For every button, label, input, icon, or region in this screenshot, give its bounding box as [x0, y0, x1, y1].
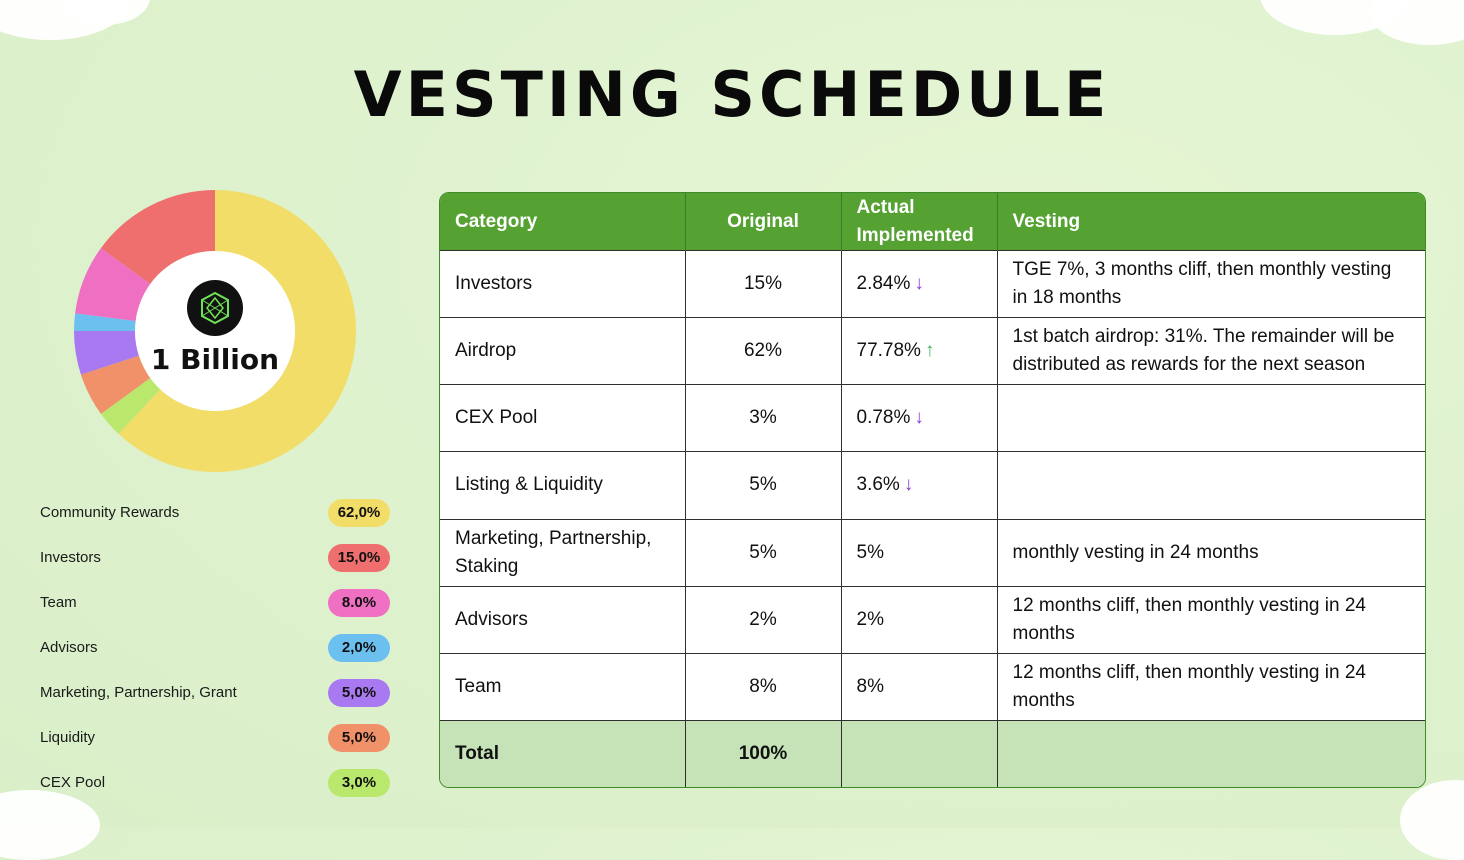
- page-title: VESTING SCHEDULE: [353, 58, 1111, 131]
- cell-original: 5%: [685, 451, 842, 519]
- column-header-original: Original: [685, 193, 842, 251]
- cell-actual: 2%: [841, 585, 998, 654]
- total-supply-label: 1 Billion: [150, 343, 280, 376]
- cell-original: 8%: [685, 652, 842, 721]
- donut-slice-team: [75, 248, 151, 321]
- table-total-row: Total 100%: [440, 719, 1425, 787]
- table-row: Investors 15% 2.84% ↓ TGE 7%, 3 months cliff…: [440, 249, 1425, 318]
- table-row: Team 8% 8% 12 months cliff, then monthly ve…: [440, 652, 1425, 721]
- cell-vesting: TGE 7%, 3 months cliff, then monthly ves…: [997, 249, 1425, 318]
- cell-actual: 2.84% ↓: [841, 249, 998, 318]
- legend-label: Advisors: [40, 639, 98, 656]
- legend-value-badge: 5,0%: [328, 678, 390, 707]
- total-label: Total: [440, 719, 686, 787]
- actual-value: 3.6%: [856, 474, 900, 496]
- cell-vesting: 12 months cliff, then monthly vesting in…: [997, 585, 1425, 654]
- legend-item: Advisors 2,0%: [40, 625, 390, 670]
- legend-value-badge: 5,0%: [328, 723, 390, 752]
- legend-label: Investors: [40, 549, 101, 566]
- legend-item: CEX Pool 3,0%: [40, 760, 390, 805]
- table-row: Airdrop 62% 77.78% ↑ 1st batch airdrop: 31%.…: [440, 317, 1425, 385]
- legend-value-badge: 8.0%: [328, 588, 390, 617]
- legend-label: CEX Pool: [40, 774, 106, 791]
- cell-vesting: 12 months cliff, then monthly vesting in…: [997, 652, 1425, 721]
- vesting-table: Category Original Actual Implemented Ves…: [439, 192, 1426, 788]
- cloud-decoration: [1400, 780, 1464, 860]
- cell-original: 15%: [685, 249, 842, 318]
- actual-value: 77.78%: [856, 340, 921, 362]
- legend-value-badge: 62,0%: [328, 498, 390, 527]
- legend-item: Liquidity 5,0%: [40, 715, 390, 760]
- cell-category: CEX Pool: [440, 384, 686, 452]
- donut-slice-cex-pool: [100, 378, 161, 434]
- legend-item: Investors 15,0%: [40, 535, 390, 580]
- actual-value: 5%: [856, 541, 884, 563]
- donut-slice-investors: [100, 190, 215, 284]
- total-original: 100%: [685, 719, 842, 787]
- legend-label: Team: [40, 594, 77, 611]
- cell-category: Team: [440, 652, 686, 721]
- total-actual: [841, 719, 998, 787]
- cell-original: 5%: [685, 518, 842, 587]
- cloud-decoration: [1370, 0, 1464, 45]
- cell-actual: 77.78% ↑: [841, 317, 998, 385]
- cell-vesting: monthly vesting in 24 months: [997, 518, 1425, 587]
- legend-label: Community Rewards: [40, 504, 180, 521]
- total-vesting: [997, 719, 1425, 787]
- cell-original: 3%: [685, 384, 842, 452]
- cell-category: Listing & Liquidity: [440, 451, 686, 519]
- cell-original: 62%: [685, 317, 842, 385]
- cell-vesting: [997, 384, 1425, 452]
- cell-category: Marketing, Partnership, Staking: [440, 518, 686, 587]
- actual-value: 2%: [856, 608, 884, 630]
- legend-value-badge: 3,0%: [328, 768, 390, 797]
- arrow-down-icon: ↓: [914, 273, 924, 295]
- cell-category: Airdrop: [440, 317, 686, 385]
- legend-item: Marketing, Partnership, Grant 5,0%: [40, 670, 390, 715]
- cell-actual: 0.78% ↓: [841, 384, 998, 452]
- arrow-down-icon: ↓: [903, 474, 914, 496]
- arrow-up-icon: ↑: [924, 340, 935, 362]
- donut-slice-community-rewards: [118, 190, 356, 472]
- cell-actual: 8%: [841, 652, 998, 721]
- table-header-row: Category Original Actual Implemented Ves…: [440, 193, 1425, 251]
- table-row: CEX Pool 3% 0.78% ↓: [440, 384, 1425, 452]
- column-header-actual: Actual Implemented: [841, 193, 998, 251]
- cell-original: 2%: [685, 585, 842, 654]
- cell-category: Investors: [440, 249, 686, 318]
- cell-actual: 5%: [841, 518, 998, 587]
- legend-value-badge: 2,0%: [328, 633, 390, 662]
- cell-category: Advisors: [440, 585, 686, 654]
- legend-value-badge: 15,0%: [328, 543, 390, 572]
- legend-item: Team 8.0%: [40, 580, 390, 625]
- cell-vesting: [997, 451, 1425, 519]
- legend-label: Liquidity: [40, 729, 96, 746]
- actual-value: 8%: [856, 675, 884, 697]
- token-logo-icon: [187, 280, 243, 336]
- legend-label: Marketing, Partnership, Grant: [40, 684, 237, 701]
- table-row: Marketing, Partnership, Staking 5% 5% month…: [440, 518, 1425, 587]
- donut-slice-advisors: [74, 313, 136, 331]
- arrow-down-icon: ↓: [914, 407, 924, 429]
- cell-vesting: 1st batch airdrop: 31%. The remainder wi…: [997, 317, 1425, 385]
- actual-value: 2.84%: [856, 273, 911, 295]
- table-row: Listing & Liquidity 5% 3.6% ↓: [440, 451, 1425, 519]
- actual-value: 0.78%: [856, 407, 911, 429]
- column-header-vesting: Vesting: [997, 193, 1425, 251]
- chart-legend: Community Rewards 62,0% Investors 15,0% Team…: [40, 490, 390, 805]
- legend-item: Community Rewards 62,0%: [40, 490, 390, 535]
- column-header-category: Category: [440, 193, 686, 251]
- table-row: Advisors 2% 2% 12 months cliff, then monthl…: [440, 585, 1425, 654]
- donut-slice-liquidity: [80, 355, 151, 414]
- donut-slice-marketing-partnership-grant: [74, 331, 139, 375]
- cell-actual: 3.6% ↓: [841, 451, 998, 519]
